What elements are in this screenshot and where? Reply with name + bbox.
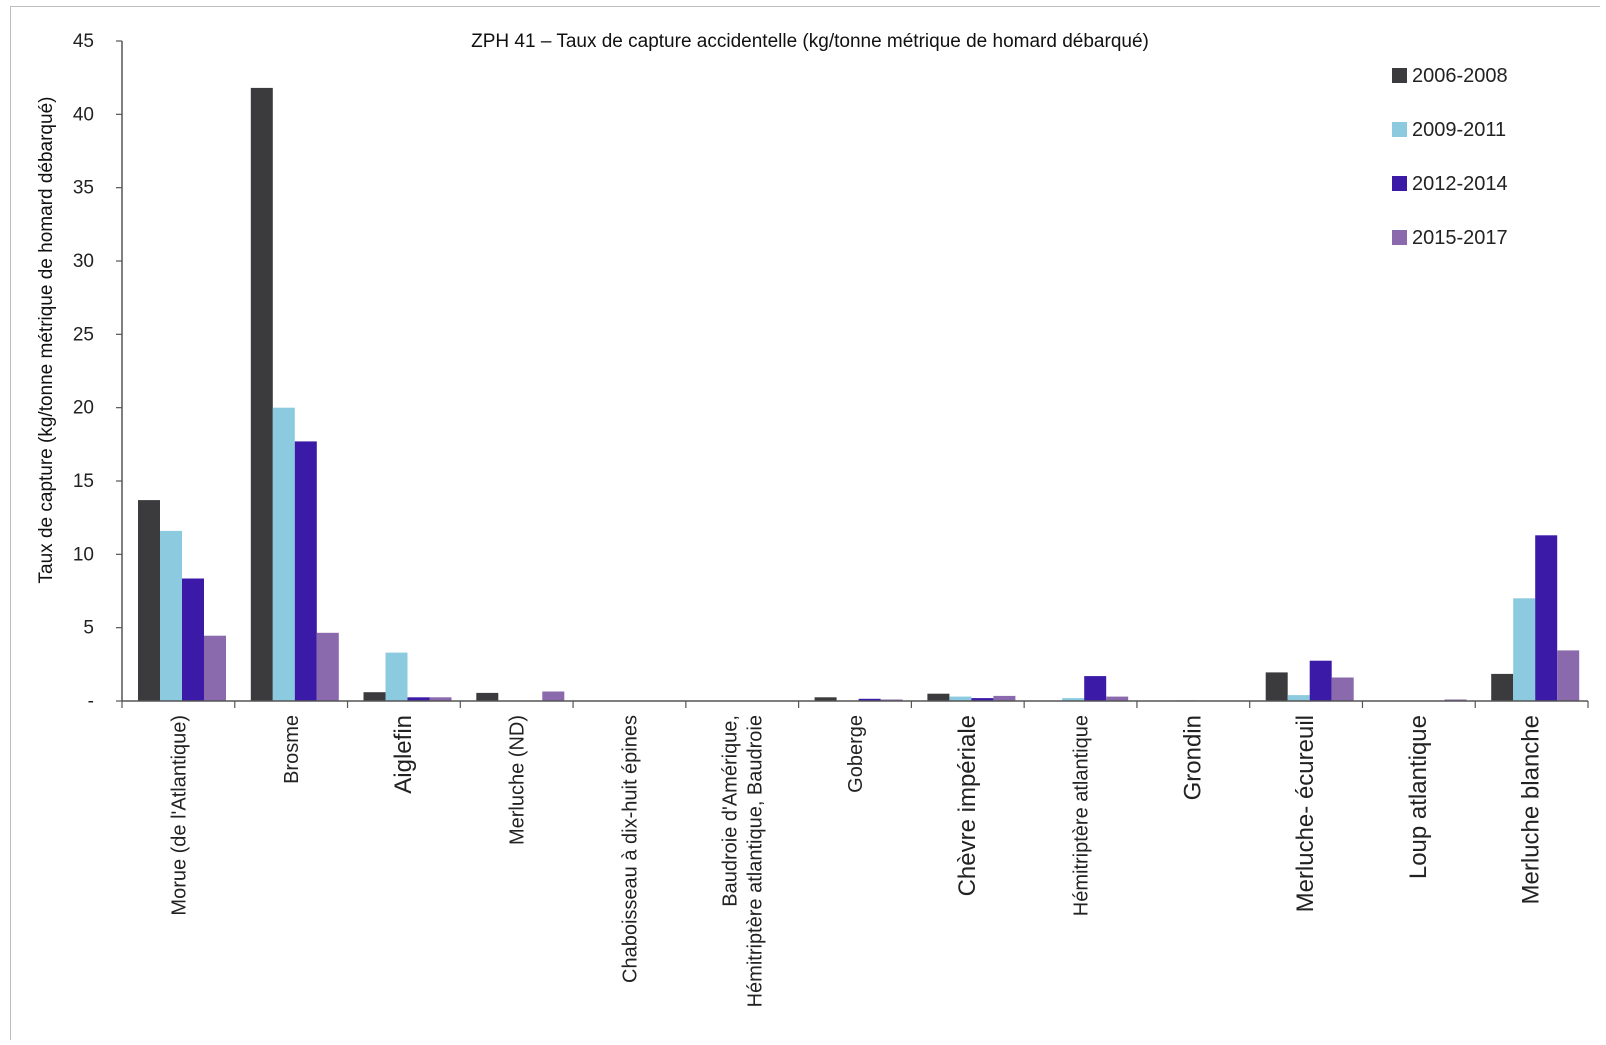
x-tick-label-6: Baudroie d'Amérique, Hémitriptère atlanti… [720,715,767,1007]
x-tick-label-1: Morue (de l'Atlantique) [168,715,190,916]
bar-4-11 [1331,677,1354,701]
y-tick-label-9: 45 [73,31,94,52]
bar-1-1 [138,500,160,701]
bar-3-3 [407,697,430,701]
x-tick-label-12: Loup atlantique [1405,715,1432,879]
legend-swatch-1 [1392,68,1407,83]
y-tick-label-5: 25 [73,324,94,345]
bar-2-11 [1287,695,1310,701]
bar-4-8 [993,695,1016,701]
x-tick-label-8: Chèvre impériale [954,715,981,896]
x-tick-label-13: Merluche blanche [1518,715,1545,904]
bar-1-7 [814,697,837,701]
bar-3-7 [858,698,881,701]
bar-4-1 [204,635,226,701]
x-tick-label-5: Chaboisseau à dix-huit épines [619,715,641,983]
x-tick-label-7: Goberge [845,715,867,793]
bar-3-11 [1309,660,1332,701]
x-tick-label-4: Merluche (ND) [507,715,529,845]
bar-2-2 [272,407,295,701]
y-tick-label-4: 20 [73,398,94,419]
bars-layer [138,87,1580,701]
legend-label-1: 2006-2008 [1412,65,1508,87]
y-tick-label-8: 40 [73,104,94,125]
bar-1-4 [476,692,499,701]
bar-3-1 [182,578,204,701]
bar-4-3 [429,697,452,701]
chart-frame [10,6,1600,1040]
bar-3-8 [971,698,994,701]
x-tick-label-10: Grondin [1179,715,1206,800]
bar-3-13 [1535,535,1558,701]
bar-4-4 [542,691,565,701]
chart-title: ZPH 41 – Taux de capture accidentelle (k… [471,31,1149,52]
x-tick-label-11: Merluche- écureuil [1292,715,1319,912]
bar-2-13 [1513,598,1536,701]
bar-1-8 [927,693,950,701]
x-tick-label-9: Hémitriptère atlantique [1071,715,1093,916]
bar-2-1 [160,530,182,701]
bar-1-11 [1265,672,1288,701]
y-tick-label-0: - [88,691,94,712]
bar-2-8 [949,696,972,701]
y-tick-label-7: 35 [73,178,94,199]
x-tick-label-3: Aiglefin [390,715,417,794]
y-tick-label-1: 5 [83,618,94,639]
bar-1-13 [1491,673,1514,701]
legend-swatch-4 [1392,230,1407,245]
legend-swatch-2 [1392,122,1407,137]
bar-1-2 [250,87,273,701]
bar-4-2 [316,632,339,701]
y-tick-label-3: 15 [73,471,94,492]
bar-4-13 [1557,650,1580,701]
y-tick-label-2: 10 [73,544,94,565]
y-axis-label: Taux de capture (kg/tonne métrique de ho… [36,97,57,584]
legend-swatch-3 [1392,176,1407,191]
axes-layer: - 5 10 15 20 25 30 35 40 45 Morue (de l'Atlantique… [73,31,1589,1007]
bar-3-9 [1084,676,1107,701]
bar-3-2 [294,441,317,701]
bar-2-9 [1062,698,1085,701]
legend: 2006-2008 2009-2011 2012-2014 2015-2017 [1392,65,1508,249]
legend-label-4: 2015-2017 [1412,227,1508,249]
legend-label-2: 2009-2011 [1412,119,1506,141]
bar-2-3 [385,652,408,701]
bar-1-3 [363,692,386,701]
legend-label-3: 2012-2014 [1412,173,1508,195]
y-tick-label-6: 30 [73,251,94,272]
bar-4-9 [1106,696,1129,701]
x-tick-label-2: Brosme [281,715,303,784]
